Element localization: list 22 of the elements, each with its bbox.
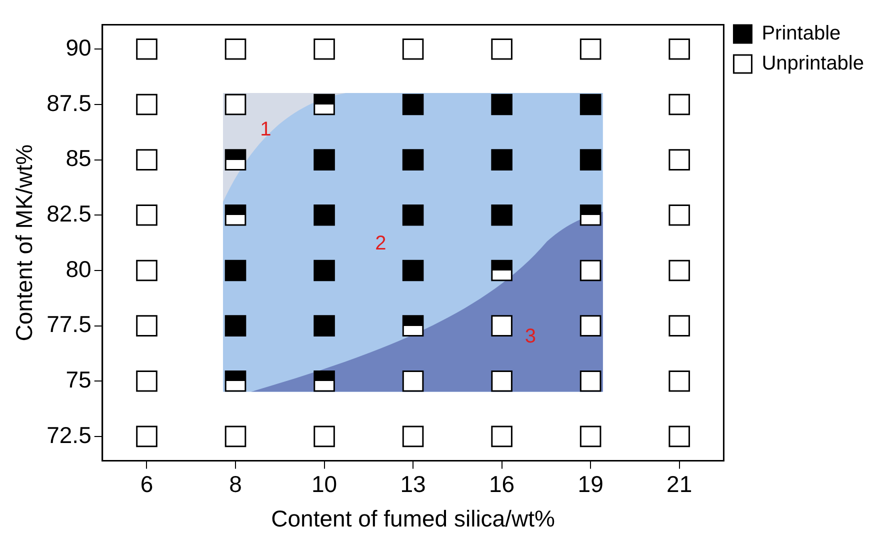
y-tick-label: 82.5: [46, 200, 92, 226]
y-tick-label: 85: [66, 145, 92, 172]
x-tick-label: 21: [666, 470, 692, 497]
y-tick-label: 80: [66, 256, 92, 282]
y-tick-label: 77.5: [46, 311, 92, 338]
x-tick-label: 19: [578, 470, 604, 497]
legend-label: Printable: [762, 22, 841, 45]
x-tick-label: 6: [140, 470, 154, 497]
y-tick-label: 72.5: [46, 422, 92, 448]
annotation: 2: [375, 232, 386, 256]
x-tick-label: 8: [229, 470, 242, 497]
x-tick-label: 16: [489, 470, 515, 497]
x-tick-label: 13: [400, 470, 426, 497]
annotation: 3: [524, 325, 536, 348]
x-tick-label: 10: [311, 470, 338, 497]
y-tick-label: 90: [66, 34, 92, 60]
x-axis-title: Content of fumed silica/wt%: [271, 506, 555, 532]
y-axis-title: Content of MK/wt%: [11, 144, 38, 342]
legend-label: Unprintable: [762, 52, 864, 75]
annotation: 1: [260, 118, 272, 142]
y-tick-label: 87.5: [46, 90, 92, 116]
y-tick-label: 75: [66, 366, 92, 392]
